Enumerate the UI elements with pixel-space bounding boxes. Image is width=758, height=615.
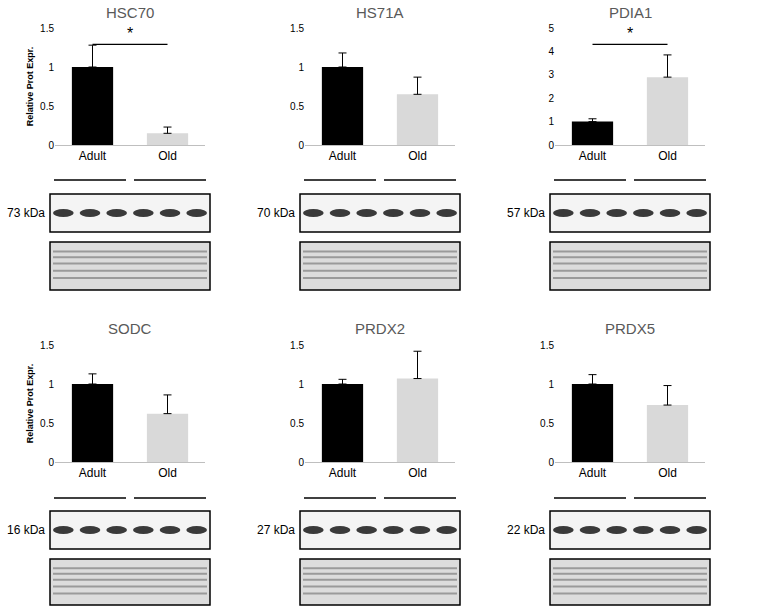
svg-text:HS71A: HS71A	[356, 4, 404, 21]
svg-text:1: 1	[548, 116, 554, 127]
svg-text:0: 0	[548, 457, 554, 468]
svg-text:0: 0	[298, 140, 304, 151]
svg-text:Adult: Adult	[329, 466, 357, 480]
svg-text:1.5: 1.5	[40, 23, 54, 34]
svg-text:0: 0	[48, 457, 54, 468]
svg-text:1: 1	[298, 62, 304, 73]
svg-text:3: 3	[548, 69, 554, 80]
svg-text:1: 1	[48, 379, 54, 390]
svg-text:SODC: SODC	[108, 320, 152, 337]
svg-text:27 kDa: 27 kDa	[257, 523, 295, 537]
svg-text:Relative Prot Expr.: Relative Prot Expr.	[25, 364, 35, 444]
svg-text:4: 4	[548, 46, 554, 57]
svg-text:Relative Prot Expr.: Relative Prot Expr.	[25, 47, 35, 127]
svg-text:HSC70: HSC70	[106, 4, 154, 21]
svg-text:PDIA1: PDIA1	[609, 4, 652, 21]
svg-text:Adult: Adult	[329, 149, 357, 163]
svg-text:0: 0	[48, 140, 54, 151]
svg-text:16 kDa: 16 kDa	[7, 523, 45, 537]
svg-text:70 kDa: 70 kDa	[257, 206, 295, 220]
svg-text:*: *	[627, 25, 633, 42]
svg-text:Adult: Adult	[79, 466, 107, 480]
svg-text:2: 2	[548, 93, 554, 104]
svg-text:PRDX2: PRDX2	[355, 320, 405, 337]
svg-text:Old: Old	[658, 149, 677, 163]
svg-text:Old: Old	[158, 466, 177, 480]
svg-text:0.5: 0.5	[290, 101, 304, 112]
svg-text:Old: Old	[408, 149, 427, 163]
svg-text:1: 1	[548, 379, 554, 390]
svg-text:Adult: Adult	[79, 149, 107, 163]
svg-text:0: 0	[298, 457, 304, 468]
svg-text:22 kDa: 22 kDa	[507, 523, 545, 537]
svg-text:0.5: 0.5	[540, 418, 554, 429]
svg-text:1: 1	[298, 379, 304, 390]
svg-text:1: 1	[48, 62, 54, 73]
svg-text:Old: Old	[658, 466, 677, 480]
svg-text:0.5: 0.5	[40, 101, 54, 112]
svg-text:0: 0	[548, 140, 554, 151]
svg-text:Old: Old	[158, 149, 177, 163]
svg-text:0.5: 0.5	[40, 418, 54, 429]
svg-text:1.5: 1.5	[290, 340, 304, 351]
svg-text:5: 5	[548, 23, 554, 34]
svg-text:73 kDa: 73 kDa	[7, 206, 45, 220]
svg-text:*: *	[127, 25, 133, 42]
svg-text:Old: Old	[408, 466, 427, 480]
svg-text:Adult: Adult	[579, 149, 607, 163]
svg-text:1.5: 1.5	[290, 23, 304, 34]
svg-text:1.5: 1.5	[540, 340, 554, 351]
svg-text:0.5: 0.5	[290, 418, 304, 429]
svg-text:1.5: 1.5	[40, 340, 54, 351]
svg-text:57 kDa: 57 kDa	[507, 206, 545, 220]
svg-text:PRDX5: PRDX5	[605, 320, 655, 337]
svg-text:Adult: Adult	[579, 466, 607, 480]
